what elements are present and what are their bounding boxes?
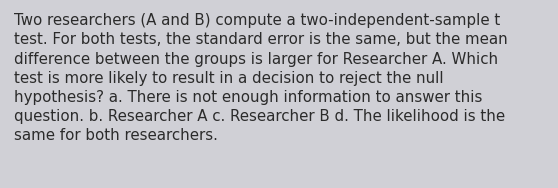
Text: Two researchers (A and B) compute a two-independent-sample t
test. For both test: Two researchers (A and B) compute a two-…: [14, 13, 508, 143]
